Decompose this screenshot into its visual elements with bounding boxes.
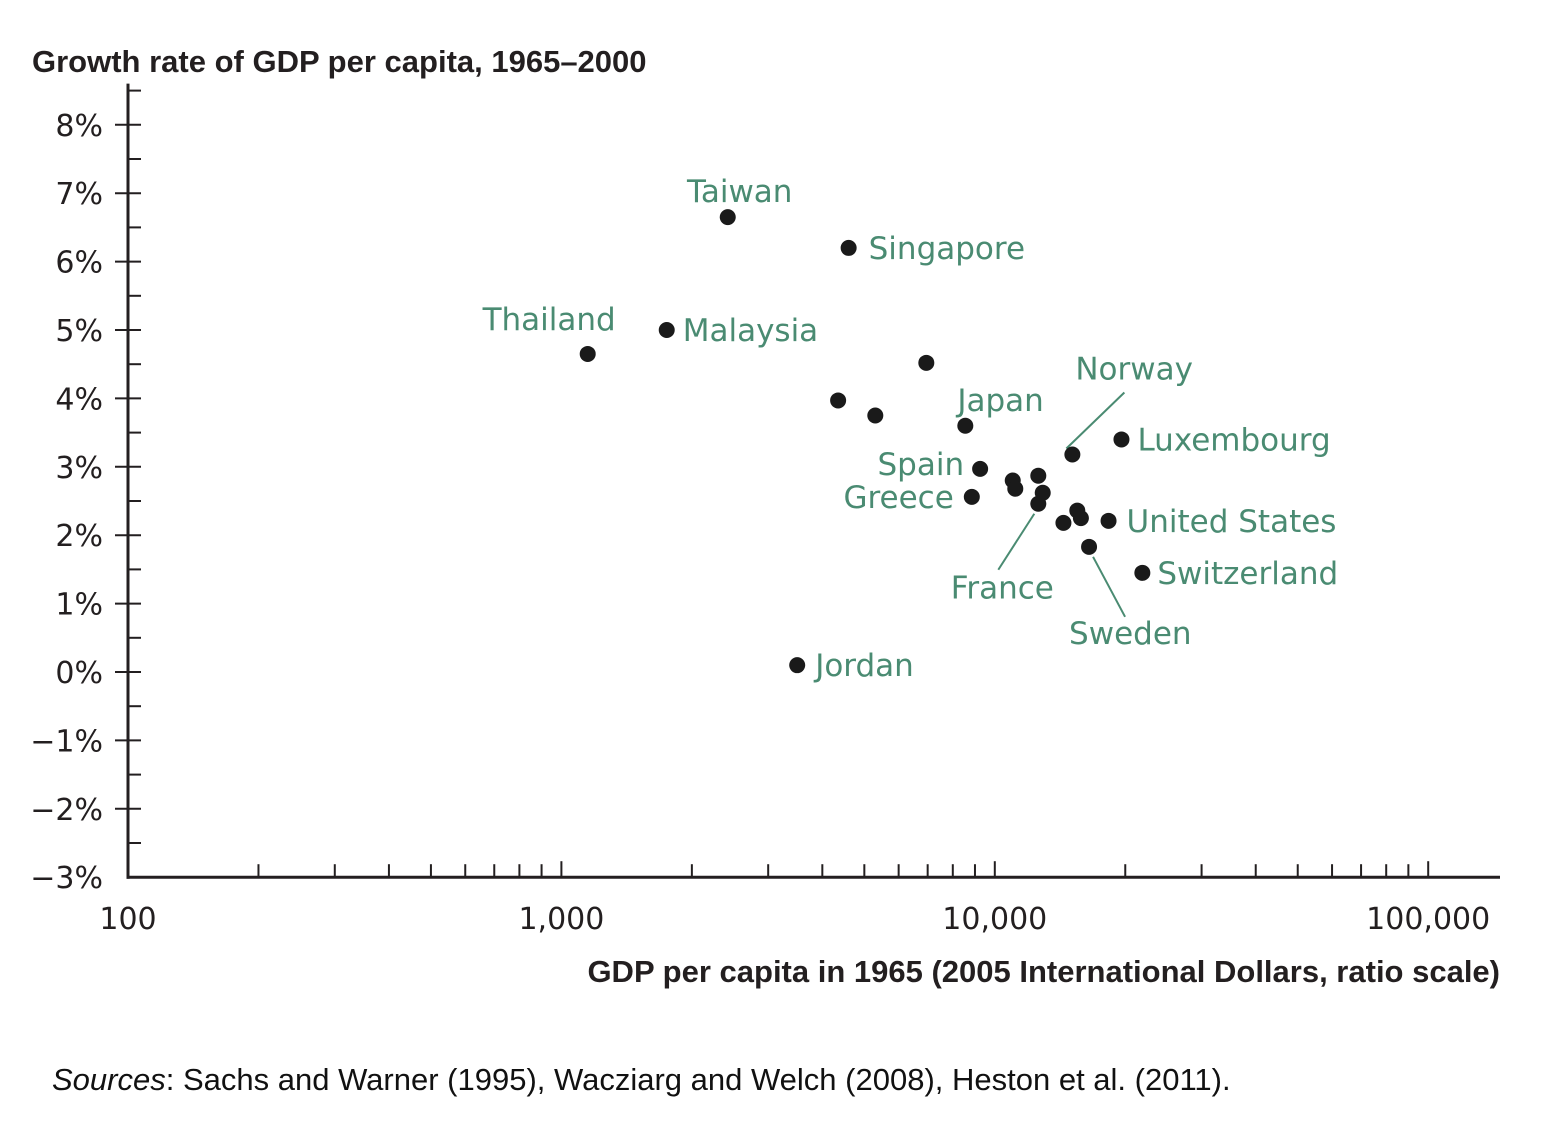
- data-point: [719, 209, 736, 226]
- x-tick-label: 100,000: [1366, 902, 1490, 937]
- point-label: Luxembourg: [1137, 422, 1330, 458]
- data-point: [972, 460, 989, 477]
- data-point: [1072, 510, 1089, 527]
- data-point: [963, 488, 980, 505]
- data-point: [1100, 512, 1117, 529]
- point-label: Norway: [1075, 351, 1193, 387]
- x-axis-title: GDP per capita in 1965 (2005 Internation…: [587, 954, 1500, 989]
- point-label: Greece: [843, 480, 953, 516]
- y-tick-label: 6%: [55, 246, 103, 281]
- y-tick-label: 0%: [55, 656, 103, 691]
- y-tick-label: 3%: [55, 451, 103, 486]
- leader-lines: [997, 391, 1126, 618]
- y-tick-label: −1%: [30, 724, 103, 759]
- data-point: [1030, 467, 1047, 484]
- data-point: [789, 657, 806, 674]
- point-labels: Thailand Malaysia Taiwan Singapore Jordan Jap…: [482, 174, 1339, 684]
- data-point: [918, 354, 935, 371]
- x-tick-label: 100: [99, 902, 156, 937]
- x-tick-label: 10,000: [942, 902, 1047, 937]
- point-label: Thailand: [482, 302, 616, 338]
- leader-line: [997, 513, 1036, 571]
- y-tick-label: −2%: [30, 793, 103, 828]
- sources-text: : Sachs and Warner (1995), Wacziarg and …: [165, 1062, 1231, 1097]
- data-points: [579, 209, 1151, 674]
- y-tick-label: −3%: [30, 861, 103, 896]
- data-point: [1113, 431, 1130, 448]
- data-point: [1030, 495, 1047, 512]
- x-ticks: 100 1,000 10,000 100,000: [99, 861, 1490, 937]
- data-point: [658, 322, 675, 338]
- data-point: [1007, 480, 1024, 497]
- leader-line: [1092, 556, 1126, 618]
- data-point: [1134, 564, 1151, 581]
- y-ticks: 8% 7% 6% 5% 4% 3% 2% 1% 0% −1% −2% −3%: [30, 89, 141, 896]
- point-label: Malaysia: [683, 313, 818, 349]
- sources-note: Sources: Sachs and Warner (1995), Waczia…: [52, 1062, 1231, 1098]
- axes: [126, 83, 1500, 879]
- y-tick-label: 8%: [55, 109, 103, 144]
- point-label: Sweden: [1069, 616, 1192, 652]
- point-label: France: [951, 571, 1054, 607]
- point-label: Switzerland: [1157, 556, 1338, 592]
- data-point: [867, 407, 884, 424]
- data-point: [1064, 446, 1081, 463]
- point-label: Singapore: [869, 231, 1025, 267]
- point-label: Spain: [878, 447, 965, 483]
- x-tick-label: 1,000: [518, 902, 604, 937]
- leader-line: [1065, 391, 1126, 450]
- y-tick-label: 4%: [55, 382, 103, 417]
- sources-prefix: Sources: [52, 1062, 166, 1097]
- data-point: [830, 392, 847, 409]
- point-label: Taiwan: [686, 174, 792, 210]
- y-tick-label: 5%: [55, 314, 103, 349]
- point-label: Japan: [955, 383, 1043, 419]
- y-tick-label: 7%: [55, 177, 103, 212]
- y-tick-label: 2%: [55, 519, 103, 554]
- y-tick-label: 1%: [55, 588, 103, 623]
- point-label: Jordan: [813, 648, 914, 684]
- data-point: [579, 345, 596, 362]
- y-axis-title: Growth rate of GDP per capita, 1965–2000: [32, 44, 647, 79]
- data-point: [1055, 514, 1072, 531]
- data-point: [957, 417, 974, 434]
- data-point: [840, 239, 857, 256]
- point-label: United States: [1127, 504, 1337, 540]
- data-point: [1081, 538, 1098, 555]
